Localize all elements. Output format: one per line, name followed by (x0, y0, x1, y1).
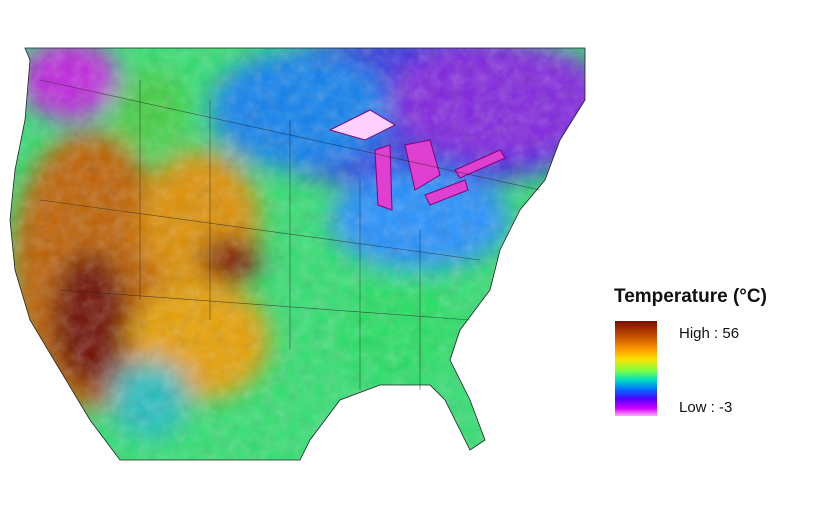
legend-high-label: High : 56 (679, 325, 740, 342)
legend-low-label: Low : -3 (679, 399, 733, 416)
legend-color-bar (615, 321, 657, 416)
legend-title: Temperature (°C) (614, 286, 767, 307)
